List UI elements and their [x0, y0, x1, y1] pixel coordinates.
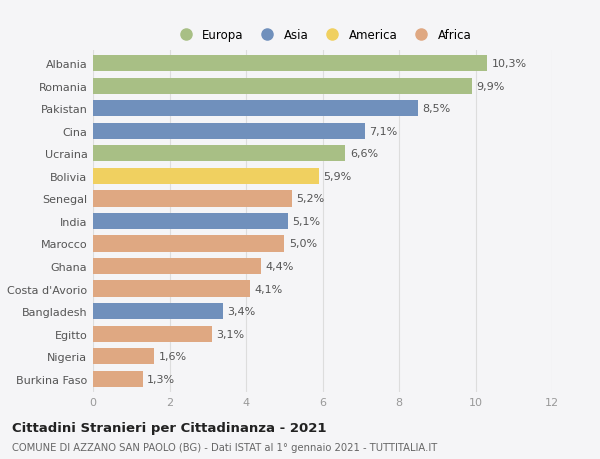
Text: 3,1%: 3,1%	[216, 329, 244, 339]
Bar	[93, 348, 154, 364]
Bar	[93, 56, 487, 72]
Text: 5,0%: 5,0%	[289, 239, 317, 249]
Bar	[93, 213, 288, 230]
Legend: Europa, Asia, America, Africa: Europa, Asia, America, Africa	[170, 26, 475, 45]
Text: 4,1%: 4,1%	[254, 284, 283, 294]
Bar	[93, 78, 472, 95]
Bar	[93, 168, 319, 185]
Text: 4,4%: 4,4%	[266, 262, 294, 271]
Bar	[93, 123, 365, 140]
Bar	[93, 236, 284, 252]
Text: 6,6%: 6,6%	[350, 149, 378, 159]
Text: 1,6%: 1,6%	[159, 352, 187, 361]
Text: 5,1%: 5,1%	[293, 217, 321, 226]
Bar	[93, 101, 418, 117]
Text: 1,3%: 1,3%	[148, 374, 175, 384]
Bar	[93, 258, 262, 274]
Text: 5,2%: 5,2%	[296, 194, 325, 204]
Text: 7,1%: 7,1%	[369, 127, 397, 136]
Text: 8,5%: 8,5%	[423, 104, 451, 114]
Text: Cittadini Stranieri per Cittadinanza - 2021: Cittadini Stranieri per Cittadinanza - 2…	[12, 421, 326, 434]
Bar	[93, 191, 292, 207]
Text: 10,3%: 10,3%	[491, 59, 527, 69]
Text: 5,9%: 5,9%	[323, 172, 352, 181]
Text: 3,4%: 3,4%	[227, 307, 256, 316]
Bar	[93, 281, 250, 297]
Bar	[93, 303, 223, 319]
Bar	[93, 146, 346, 162]
Text: COMUNE DI AZZANO SAN PAOLO (BG) - Dati ISTAT al 1° gennaio 2021 - TUTTITALIA.IT: COMUNE DI AZZANO SAN PAOLO (BG) - Dati I…	[12, 442, 437, 452]
Text: 9,9%: 9,9%	[476, 82, 505, 91]
Bar	[93, 371, 143, 387]
Bar	[93, 326, 212, 342]
